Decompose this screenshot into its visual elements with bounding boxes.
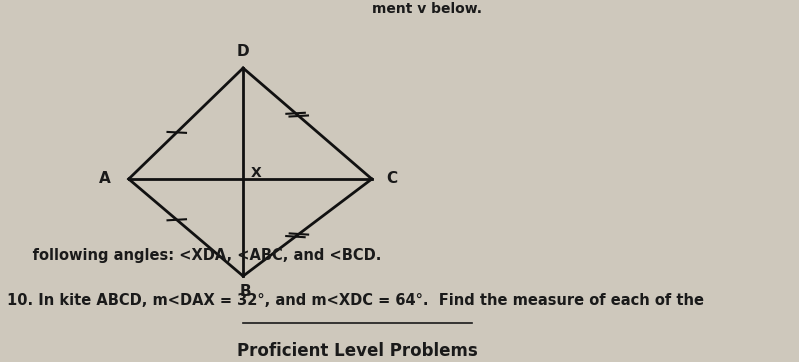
Text: C: C bbox=[386, 172, 397, 186]
Text: Proficient Level Problems: Proficient Level Problems bbox=[237, 342, 478, 360]
Text: X: X bbox=[251, 166, 261, 180]
Text: following angles: <XDA, <ABC, and <BCD.: following angles: <XDA, <ABC, and <BCD. bbox=[7, 248, 382, 263]
Text: ment v below.: ment v below. bbox=[372, 2, 482, 16]
Text: D: D bbox=[237, 44, 249, 59]
Text: A: A bbox=[99, 172, 111, 186]
Text: 10. In kite ABCD, m<DAX = 32°, and m<XDC = 64°.  Find the measure of each of the: 10. In kite ABCD, m<DAX = 32°, and m<XDC… bbox=[7, 294, 704, 308]
Text: B: B bbox=[240, 284, 251, 299]
